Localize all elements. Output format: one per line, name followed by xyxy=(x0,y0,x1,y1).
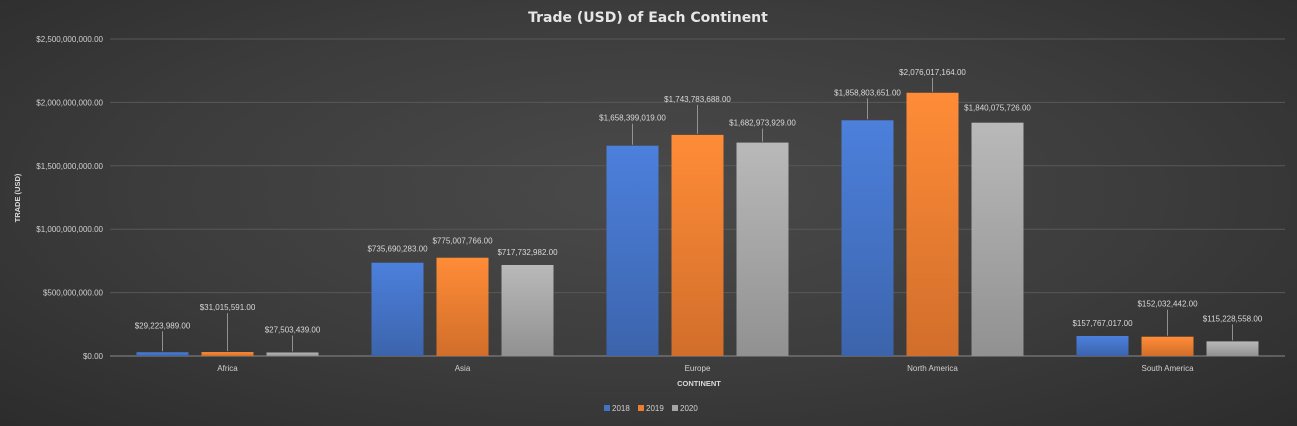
bar-europe-2020 xyxy=(736,142,789,356)
data-label: $29,223,989.00 xyxy=(135,321,191,330)
y-tick-label: $2,500,000,000.00 xyxy=(36,35,103,44)
y-tick-label: $1,500,000,000.00 xyxy=(36,162,103,171)
label-leader-lines xyxy=(162,77,1233,352)
y-tick-label: $1,000,000,000.00 xyxy=(36,225,103,234)
legend: 2018 2019 2020 xyxy=(604,404,698,413)
data-labels: $29,223,989.00 $31,015,591.00 $27,503,439.… xyxy=(135,68,1263,335)
bar-asia-2018 xyxy=(371,262,424,356)
data-label: $2,076,017,164.00 xyxy=(899,68,966,77)
legend-label: 2019 xyxy=(646,404,664,413)
data-label: $1,658,399,019.00 xyxy=(599,114,666,123)
data-label: $1,743,783,688.00 xyxy=(664,95,731,104)
bar-africa-2020 xyxy=(266,352,319,356)
data-label: $27,503,439.00 xyxy=(265,326,321,335)
bar-north-america-2019 xyxy=(906,92,959,357)
data-label: $1,682,973,929.00 xyxy=(729,119,796,128)
bar-asia-2019 xyxy=(436,257,489,356)
y-axis-ticks: $0.00 $500,000,000.00 $1,000,000,000.00 $1,… xyxy=(36,35,103,361)
data-label: $157,767,017.00 xyxy=(1072,319,1133,328)
legend-swatch xyxy=(604,405,610,411)
data-label: $775,007,766.00 xyxy=(432,237,493,246)
bar-north-america-2018 xyxy=(841,120,894,356)
chart-title: Trade (USD) of Each Continent xyxy=(528,10,768,26)
legend-label: 2018 xyxy=(612,404,630,413)
x-tick-label: Europe xyxy=(685,364,711,373)
x-tick-label: Africa xyxy=(217,364,238,373)
bar-south-america-2018 xyxy=(1076,335,1129,356)
x-axis-ticks: Africa Asia Europe North America South Ameri… xyxy=(217,364,1194,373)
bars xyxy=(136,92,1259,357)
data-label: $31,015,591.00 xyxy=(200,303,256,312)
x-axis-title: CONTINENT xyxy=(677,379,721,388)
bar-asia-2020 xyxy=(501,264,554,356)
y-tick-label: $0.00 xyxy=(83,352,104,361)
bar-africa-2019 xyxy=(201,352,254,356)
x-tick-label: Asia xyxy=(455,364,471,373)
y-axis-title: TRADE (USD) xyxy=(13,173,22,222)
data-label: $1,840,075,726.00 xyxy=(964,104,1031,113)
y-tick-label: $2,000,000,000.00 xyxy=(36,98,103,107)
x-tick-label: South America xyxy=(1141,364,1194,373)
legend-label: 2020 xyxy=(680,404,698,413)
data-label: $717,732,982.00 xyxy=(497,248,558,257)
bar-europe-2019 xyxy=(671,134,724,356)
y-tick-label: $500,000,000.00 xyxy=(43,289,104,298)
data-label: $1,858,803,651.00 xyxy=(834,88,901,97)
data-label: $735,690,283.00 xyxy=(367,245,428,254)
x-tick-label: North America xyxy=(907,364,958,373)
legend-swatch xyxy=(638,405,644,411)
bar-south-america-2019 xyxy=(1141,336,1194,356)
bar-north-america-2020 xyxy=(971,122,1024,356)
bar-europe-2018 xyxy=(606,145,659,356)
bar-africa-2018 xyxy=(136,352,189,356)
data-label: $152,032,442.00 xyxy=(1137,300,1198,309)
data-label: $115,228,558.00 xyxy=(1203,314,1263,323)
bar-south-america-2020 xyxy=(1206,341,1259,356)
legend-swatch xyxy=(672,405,678,411)
